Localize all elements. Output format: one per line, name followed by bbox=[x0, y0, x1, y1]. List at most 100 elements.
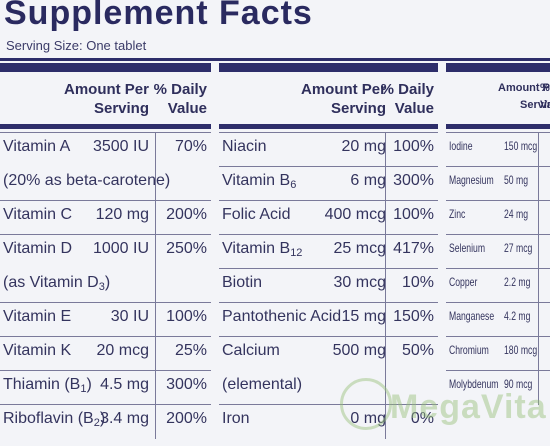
cell-divider bbox=[538, 167, 539, 201]
nutrient-row: Chromium 180 mcg bbox=[446, 336, 550, 371]
nutrient-row: Manganese 4.2 mg bbox=[446, 302, 550, 337]
nutrient-row: Calcium 500 mg 50% bbox=[219, 336, 438, 405]
page-title: Supplement Facts bbox=[4, 0, 313, 32]
nutrient-daily-value: 0% bbox=[410, 410, 434, 427]
nutrient-row: Selenium 27 mcg bbox=[446, 234, 550, 269]
nutrient-name: Folic Acid bbox=[222, 206, 291, 223]
cell-divider bbox=[385, 269, 386, 303]
watermark-circle-icon bbox=[340, 378, 392, 430]
nutrient-name: Copper bbox=[449, 275, 478, 289]
nutrient-row: Vitamin A 3500 IU 70% bbox=[0, 132, 211, 201]
cell-divider bbox=[385, 235, 386, 269]
cell-divider bbox=[538, 201, 539, 235]
nutrient-row: Biotin 30 mcg 10% bbox=[219, 268, 438, 303]
nutrient-name: Vitamin E bbox=[3, 308, 72, 325]
cell-divider bbox=[385, 167, 386, 201]
nutrient-row: Vitamin C 120 mg 200% bbox=[0, 200, 211, 235]
nutrient-row: Vitamin D 1000 IU 250% bbox=[0, 234, 211, 303]
nutrient-amount: 500 mg bbox=[332, 342, 386, 359]
amount-header: Amount Per Serving bbox=[300, 81, 386, 117]
nutrient-amount: 25 mcg bbox=[333, 240, 386, 257]
top-rule bbox=[0, 58, 550, 61]
nutrient-name: Pantothenic Acid bbox=[222, 308, 342, 325]
nutrient-row: Niacin 20 mg 100% bbox=[219, 132, 438, 167]
nutrient-row: Riboflavin (B2) 3.4 mg 200% bbox=[0, 404, 211, 439]
nutrient-amount: 90 mcg bbox=[504, 377, 533, 391]
nutrient-daily-value: 300% bbox=[166, 376, 207, 393]
nutrient-name: (as Vitamin D3) bbox=[3, 274, 111, 293]
nutrient-name: Vitamin B12 bbox=[222, 240, 303, 259]
nutrient-daily-value: 200% bbox=[166, 206, 207, 223]
nutrient-name: (20% as beta-carotene) bbox=[3, 172, 171, 189]
nutrient-amount: 4.5 mg bbox=[100, 376, 149, 393]
cell-divider bbox=[385, 337, 386, 405]
nutrient-amount: 400 mcg bbox=[324, 206, 386, 223]
nutrient-daily-value: 250% bbox=[166, 240, 207, 257]
nutrient-daily-value: 100% bbox=[393, 206, 434, 223]
facts-column-2: Amount Per Serving % Daily Value Niacin 2… bbox=[219, 63, 438, 446]
nutrient-daily-value: 150% bbox=[393, 308, 434, 325]
facts-column-1: Amount Per Serving % Daily Value Vitamin… bbox=[0, 63, 211, 446]
nutrient-amount: 24 mg bbox=[504, 207, 529, 221]
cell-divider bbox=[155, 201, 156, 235]
nutrient-amount: 50 mg bbox=[504, 173, 529, 187]
facts-column-3: Amount Per Serving % Da Va Iodine 150 mcg… bbox=[446, 63, 550, 446]
nutrient-row: Folic Acid 400 mcg 100% bbox=[219, 200, 438, 235]
nutrient-row: Vitamin E 30 IU 100% bbox=[0, 302, 211, 337]
nutrient-name: (elemental) bbox=[222, 376, 303, 393]
amount-header: Amount Per Serving bbox=[63, 81, 149, 117]
column-top-bar bbox=[446, 63, 550, 72]
nutrient-daily-value: 50% bbox=[401, 342, 434, 359]
cell-divider bbox=[385, 201, 386, 235]
column-top-bar bbox=[0, 63, 211, 72]
nutrient-amount: 15 mg bbox=[341, 308, 386, 325]
nutrient-row: (20% as beta-carotene) bbox=[0, 166, 211, 201]
nutrient-row: Iodine 150 mcg bbox=[446, 132, 550, 167]
cell-divider bbox=[538, 269, 539, 303]
cell-divider bbox=[385, 405, 386, 439]
nutrient-daily-value: 100% bbox=[393, 138, 434, 155]
nutrient-daily-value: 10% bbox=[401, 274, 434, 291]
cell-divider bbox=[385, 303, 386, 337]
cell-divider bbox=[155, 303, 156, 337]
cell-divider bbox=[538, 133, 539, 167]
nutrient-name: Vitamin D bbox=[3, 240, 73, 257]
nutrient-row: Pantothenic Acid 15 mg 150% bbox=[219, 302, 438, 337]
nutrient-amount: 1000 IU bbox=[92, 240, 149, 257]
cell-divider bbox=[538, 303, 539, 337]
nutrient-name: Thiamin (B1) bbox=[3, 376, 92, 395]
watermark-logo: MegaVita bbox=[340, 378, 550, 446]
header-rule bbox=[0, 124, 211, 129]
nutrient-name: Selenium bbox=[449, 241, 486, 255]
nutrient-row: Vitamin B12 25 mcg 417% bbox=[219, 234, 438, 269]
nutrient-row: Copper 2.2 mg bbox=[446, 268, 550, 303]
nutrient-row: Thiamin (B1) 4.5 mg 300% bbox=[0, 370, 211, 405]
nutrient-name: Iodine bbox=[449, 139, 473, 153]
daily-value-header: % Daily Value bbox=[380, 81, 434, 117]
nutrient-name: Manganese bbox=[449, 309, 495, 323]
nutrient-name: Magnesium bbox=[449, 173, 494, 187]
nutrient-amount: 2.2 mg bbox=[504, 275, 531, 289]
column-divider bbox=[212, 72, 218, 446]
nutrient-row: Zinc 24 mg bbox=[446, 200, 550, 235]
nutrient-amount: 30 mcg bbox=[333, 274, 386, 291]
header-rule bbox=[446, 124, 550, 129]
nutrient-name: Zinc bbox=[449, 207, 466, 221]
nutrient-row: (elemental) bbox=[219, 370, 438, 405]
daily-value-header: % Daily Value bbox=[153, 81, 207, 117]
cell-divider bbox=[538, 371, 539, 405]
nutrient-name: Chromium bbox=[449, 343, 489, 357]
nutrient-name: Vitamin K bbox=[3, 342, 72, 359]
nutrient-row: Molybdenum 90 mcg bbox=[446, 370, 550, 405]
daily-value-header: % Da Va bbox=[540, 82, 550, 111]
nutrient-amount: 20 mcg bbox=[96, 342, 149, 359]
nutrient-amount: 3.4 mg bbox=[100, 410, 149, 427]
column-top-bar bbox=[219, 63, 438, 72]
cell-divider bbox=[155, 235, 156, 303]
nutrient-name: Vitamin C bbox=[3, 206, 73, 223]
cell-divider bbox=[155, 371, 156, 405]
nutrient-name: Niacin bbox=[222, 138, 267, 155]
cell-divider bbox=[538, 337, 539, 371]
nutrient-amount: 120 mg bbox=[95, 206, 149, 223]
nutrient-name: Vitamin A bbox=[3, 138, 71, 155]
